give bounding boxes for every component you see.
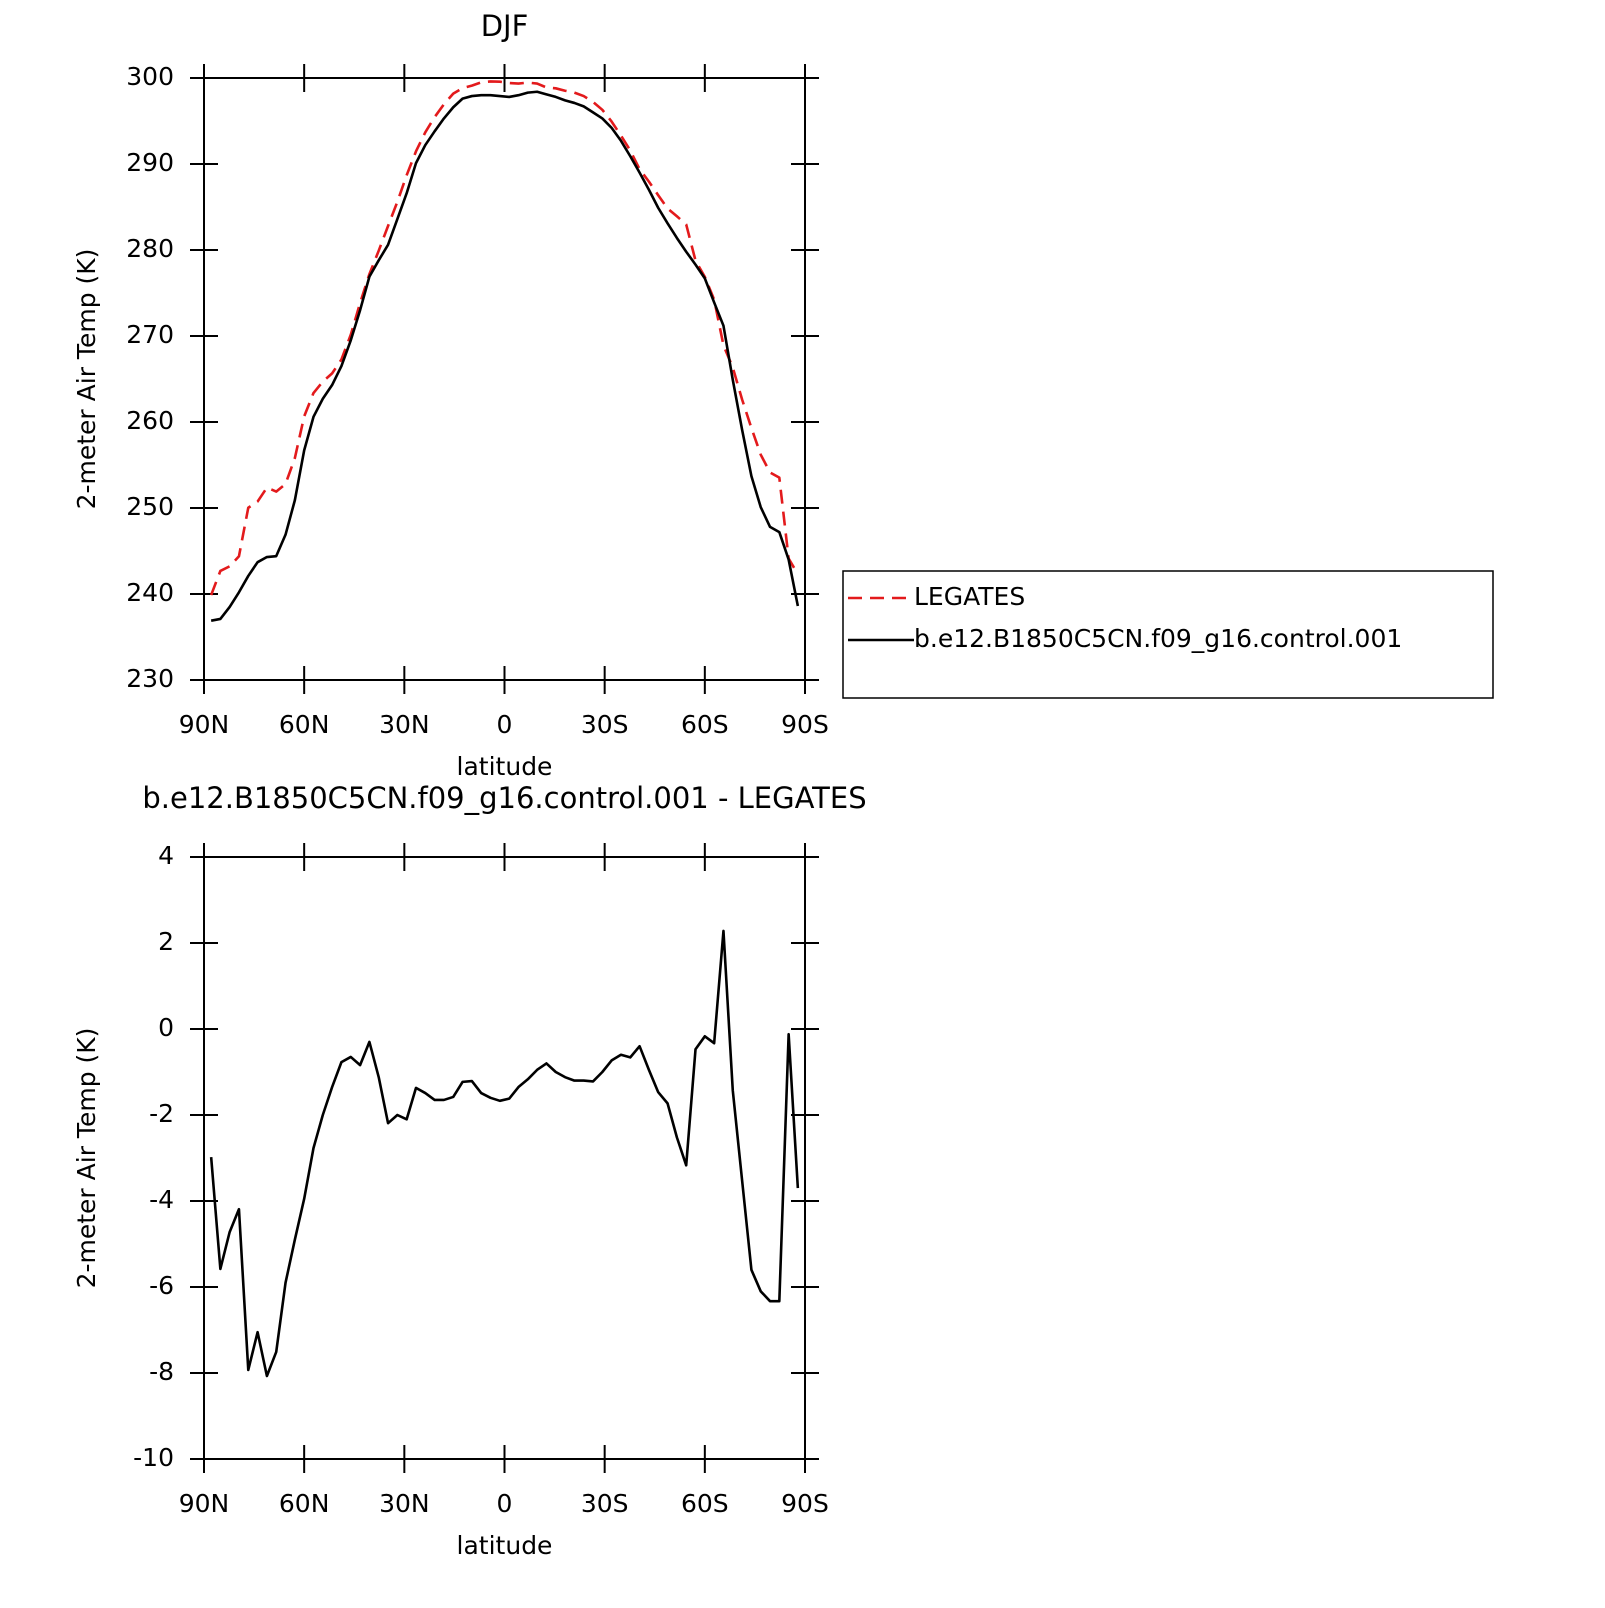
- y-tick-label: 260: [126, 406, 174, 435]
- x-tick-label: 60N: [279, 710, 330, 739]
- legend-label: b.e12.B1850C5CN.f09_g16.control.001: [914, 624, 1402, 653]
- x-tick-label: 60N: [279, 1489, 330, 1518]
- legend-label: LEGATES: [914, 582, 1025, 611]
- x-tick-label: 30S: [581, 1489, 629, 1518]
- chart-title: DJF: [481, 9, 529, 43]
- data-line: [209, 929, 800, 1378]
- y-tick-label: 230: [126, 664, 174, 693]
- y-tick-label: 250: [126, 492, 174, 521]
- y-tick-label: -10: [133, 1443, 174, 1472]
- legend-box: [842, 570, 1494, 699]
- y-tick-label: 270: [126, 320, 174, 349]
- y-tick-label: -6: [149, 1271, 174, 1300]
- y-tick-label: 2: [158, 927, 174, 956]
- y-tick-label: 0: [158, 1013, 174, 1042]
- x-tick-label: 30S: [581, 710, 629, 739]
- x-tick-label: 60S: [681, 710, 729, 739]
- y-tick-label: -4: [149, 1185, 174, 1214]
- x-tick-label: 30N: [379, 1489, 430, 1518]
- y-tick-label: 4: [158, 841, 174, 870]
- y-tick-label: 240: [126, 578, 174, 607]
- y-axis-label: 2-meter Air Temp (K): [72, 249, 101, 510]
- x-tick-label: 0: [497, 1489, 513, 1518]
- chart-title: b.e12.B1850C5CN.f09_g16.control.001 - LE…: [142, 781, 866, 815]
- plot-frame: [203, 77, 806, 681]
- y-axis-label: 2-meter Air Temp (K): [72, 1028, 101, 1289]
- x-tick-label: 90N: [179, 710, 230, 739]
- x-tick-label: 30N: [379, 710, 430, 739]
- x-tick-label: 90N: [179, 1489, 230, 1518]
- x-tick-label: 60S: [681, 1489, 729, 1518]
- y-tick-label: 290: [126, 148, 174, 177]
- x-tick-label: 90S: [781, 710, 829, 739]
- data-line: [210, 90, 800, 622]
- x-axis-label: latitude: [457, 752, 553, 781]
- y-tick-label: 300: [126, 62, 174, 91]
- data-line: [209, 80, 799, 596]
- plot-frame: [203, 856, 806, 1460]
- x-tick-label: 0: [497, 710, 513, 739]
- y-tick-label: 280: [126, 234, 174, 263]
- x-axis-label: latitude: [457, 1531, 553, 1560]
- y-tick-label: -8: [149, 1357, 174, 1386]
- y-tick-label: -2: [149, 1099, 174, 1128]
- x-tick-label: 90S: [781, 1489, 829, 1518]
